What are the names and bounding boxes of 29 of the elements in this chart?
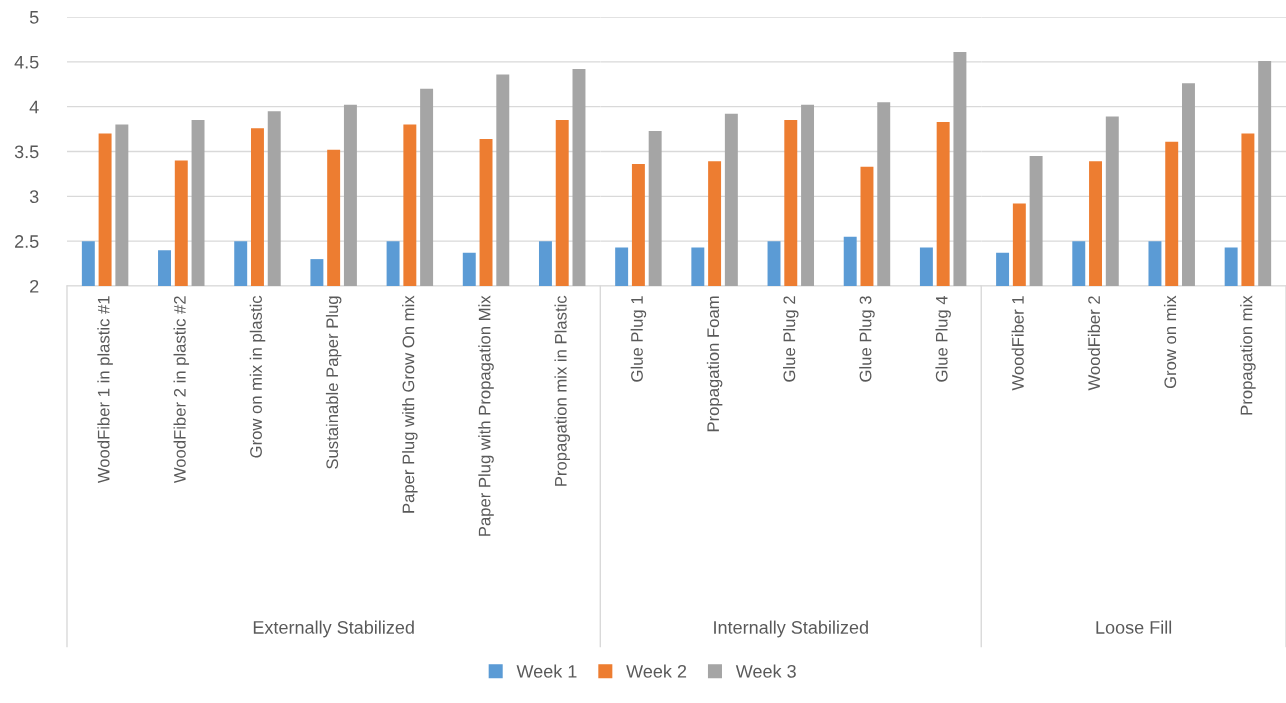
x-tick-label: WoodFiber 2 in plastic #2 (173, 296, 190, 484)
legend-label: Week 3 (735, 664, 796, 678)
x-tick-label: Grow on mix in plastic (249, 295, 266, 458)
x-tick-label: WoodFiber 1 (1011, 296, 1024, 391)
x-axis-title: Internally Stabilized (714, 620, 868, 638)
y-tick-label: 2 (30, 279, 39, 293)
x-tick-label: Propagation mix (1240, 295, 1256, 415)
x-tick-label: Glue Plug 2 (783, 296, 799, 382)
x-tick-label: Propagation mix in Plastic (554, 295, 570, 486)
x-axis-title: Externally Stabilized (253, 620, 414, 638)
x-tick-label: Propagation Foam (706, 296, 723, 432)
legend-label: Week 2 (626, 664, 687, 678)
y-tick-label: 3 (29, 190, 39, 204)
x-tick-label: Sustainable Paper Plug (325, 296, 342, 469)
x-tick-label: Glue Plug 3 (859, 296, 875, 382)
legend-label: Week 1 (516, 664, 577, 678)
x-tick-label: Glue Plug 1 (630, 296, 647, 382)
x-tick-label: Paper Plug with Grow On mix (402, 295, 418, 513)
x-tick-label: WoodFiber 2 (1087, 296, 1101, 391)
y-tick-label: 5 (29, 11, 39, 24)
y-tick-label: 2.5 (15, 235, 39, 248)
x-tick-label: Grow on mix (1163, 295, 1177, 389)
x-axis-title: Loose Fill (1096, 620, 1172, 634)
x-tick-label: WoodFiber 1 in plastic #1 (97, 296, 113, 484)
y-tick-label: 4 (29, 100, 39, 114)
x-tick-label: Paper Plug with Propagation Mix (478, 295, 494, 536)
y-tick-label: 4.5 (14, 55, 39, 69)
y-tick-label: 3.5 (14, 145, 39, 159)
x-tick-label: Glue Plug 4 (935, 295, 951, 382)
